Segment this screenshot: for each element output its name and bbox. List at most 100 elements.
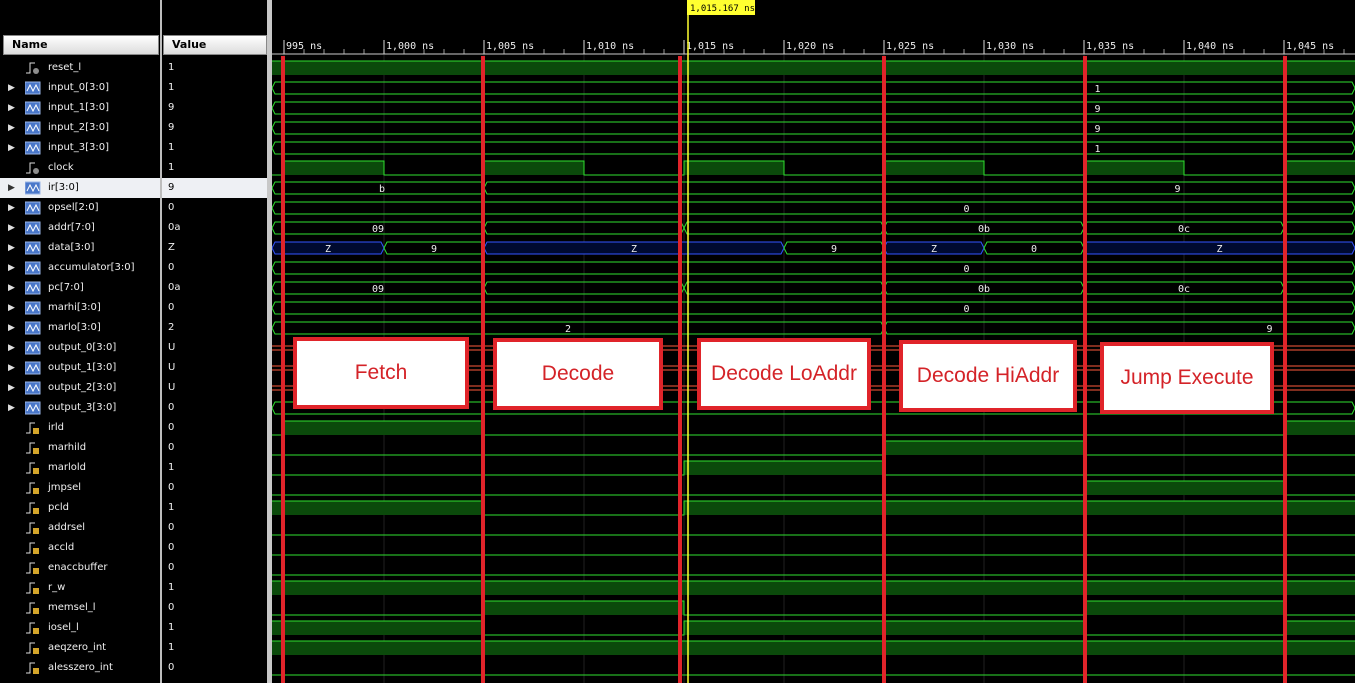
bit-waveform[interactable] (272, 460, 1355, 476)
signal-value-row[interactable]: U (162, 378, 267, 398)
signal-row[interactable]: ▶ addr[7:0] (0, 218, 160, 238)
value-column-header[interactable]: Value (163, 35, 267, 55)
signal-row[interactable]: reset_l (0, 58, 160, 78)
signal-value-row[interactable]: 1 (162, 638, 267, 658)
signal-value-row[interactable]: 0 (162, 438, 267, 458)
expand-arrow-icon[interactable]: ▶ (8, 283, 15, 293)
signal-value-row[interactable]: 1 (162, 58, 267, 78)
bus-waveform[interactable]: 0 (272, 301, 1355, 315)
signal-value-row[interactable]: 0 (162, 538, 267, 558)
bit-waveform[interactable] (272, 480, 1355, 496)
expand-arrow-icon[interactable]: ▶ (8, 343, 15, 353)
signal-value-row[interactable]: 0 (162, 258, 267, 278)
signal-value-row[interactable]: 0 (162, 198, 267, 218)
bit-waveform[interactable] (272, 420, 1355, 436)
expand-arrow-icon[interactable]: ▶ (8, 403, 15, 413)
signal-row[interactable]: ▶ opsel[2:0] (0, 198, 160, 218)
signal-value-row[interactable]: 1 (162, 138, 267, 158)
expand-arrow-icon[interactable]: ▶ (8, 363, 15, 373)
bus-waveform[interactable]: 9 (272, 121, 1355, 135)
signal-row[interactable]: ▶ output_2[3:0] (0, 378, 160, 398)
signal-row[interactable]: enaccbuffer (0, 558, 160, 578)
expand-arrow-icon[interactable]: ▶ (8, 243, 15, 253)
signal-row[interactable]: ▶ input_3[3:0] (0, 138, 160, 158)
signal-value-row[interactable]: 0a (162, 218, 267, 238)
signal-row[interactable]: aeqzero_int (0, 638, 160, 658)
bus-waveform[interactable]: 0 (272, 201, 1355, 215)
signal-value-row[interactable]: 1 (162, 458, 267, 478)
signal-value-row[interactable]: U (162, 338, 267, 358)
signal-value-row[interactable]: U (162, 358, 267, 378)
signal-value-row[interactable]: 0 (162, 518, 267, 538)
signal-row[interactable]: ▶ data[3:0] (0, 238, 160, 258)
signal-row[interactable]: ▶ output_3[3:0] (0, 398, 160, 418)
bus-waveform[interactable]: 09 0b 0c (272, 221, 1355, 235)
expand-arrow-icon[interactable]: ▶ (8, 83, 15, 93)
bit-waveform[interactable] (272, 440, 1355, 456)
signal-value-row[interactable]: 0 (162, 658, 267, 678)
expand-arrow-icon[interactable]: ▶ (8, 323, 15, 333)
bus-waveform[interactable] (272, 401, 1355, 415)
expand-arrow-icon[interactable]: ▶ (8, 183, 15, 193)
signal-value-row[interactable]: 9 (162, 118, 267, 138)
signal-row[interactable]: ▶ input_0[3:0] (0, 78, 160, 98)
signal-value-row[interactable]: 0 (162, 558, 267, 578)
wave-divider[interactable] (267, 0, 272, 683)
bus-waveform[interactable]: 0 (272, 261, 1355, 275)
signal-value-row[interactable]: 0 (162, 298, 267, 318)
signal-row[interactable]: ▶ input_2[3:0] (0, 118, 160, 138)
signal-row[interactable]: ▶ output_0[3:0] (0, 338, 160, 358)
signal-row[interactable]: memsel_l (0, 598, 160, 618)
signal-row[interactable]: irld (0, 418, 160, 438)
signal-row[interactable]: ▶ marlo[3:0] (0, 318, 160, 338)
bit-waveform[interactable] (272, 500, 1355, 516)
signal-row[interactable]: ▶ input_1[3:0] (0, 98, 160, 118)
signal-value-row[interactable]: 0a (162, 278, 267, 298)
signal-value-row[interactable]: 1 (162, 618, 267, 638)
signal-row[interactable]: clock (0, 158, 160, 178)
signal-value-row[interactable]: 0 (162, 418, 267, 438)
signal-row[interactable]: pcld (0, 498, 160, 518)
bus-waveform[interactable]: Z 9 Z 9 Z 0 Z (272, 241, 1355, 255)
signal-value-row[interactable]: 1 (162, 498, 267, 518)
signal-value-row[interactable]: Z (162, 238, 267, 258)
bit-waveform[interactable] (272, 600, 1355, 616)
bus-waveform[interactable]: 1 (272, 141, 1355, 155)
signal-row[interactable]: iosel_l (0, 618, 160, 638)
signal-value-row[interactable]: 2 (162, 318, 267, 338)
signal-row[interactable]: alesszero_int (0, 658, 160, 678)
signal-row[interactable]: accld (0, 538, 160, 558)
signal-value-row[interactable]: 0 (162, 398, 267, 418)
expand-arrow-icon[interactable]: ▶ (8, 203, 15, 213)
expand-arrow-icon[interactable]: ▶ (8, 303, 15, 313)
bus-waveform[interactable]: 9 (272, 101, 1355, 115)
signal-row[interactable]: marhild (0, 438, 160, 458)
signal-value-row[interactable]: 1 (162, 578, 267, 598)
bus-waveform[interactable]: 1 (272, 81, 1355, 95)
column-divider[interactable] (160, 0, 162, 683)
bus-waveform[interactable]: 09 0b 0c (272, 281, 1355, 295)
expand-arrow-icon[interactable]: ▶ (8, 383, 15, 393)
signal-value-row[interactable]: 0 (162, 598, 267, 618)
signal-value-row[interactable]: 1 (162, 78, 267, 98)
bit-waveform[interactable] (272, 580, 1355, 595)
bit-waveform[interactable] (272, 60, 1355, 75)
bit-waveform[interactable] (272, 160, 1355, 176)
signal-row[interactable]: ▶ output_1[3:0] (0, 358, 160, 378)
signal-row[interactable]: jmpsel (0, 478, 160, 498)
signal-row[interactable]: ▶ ir[3:0] (0, 178, 160, 198)
signal-row[interactable]: ▶ pc[7:0] (0, 278, 160, 298)
signal-value-row[interactable]: 1 (162, 158, 267, 178)
expand-arrow-icon[interactable]: ▶ (8, 263, 15, 273)
expand-arrow-icon[interactable]: ▶ (8, 123, 15, 133)
expand-arrow-icon[interactable]: ▶ (8, 143, 15, 153)
signal-row[interactable]: ▶ accumulator[3:0] (0, 258, 160, 278)
signal-value-row[interactable]: 9 (162, 98, 267, 118)
signal-row[interactable]: r_w (0, 578, 160, 598)
bit-waveform[interactable] (272, 640, 1355, 655)
signal-row[interactable]: marlold (0, 458, 160, 478)
signal-value-row[interactable]: 0 (162, 478, 267, 498)
signal-row[interactable]: ▶ marhi[3:0] (0, 298, 160, 318)
